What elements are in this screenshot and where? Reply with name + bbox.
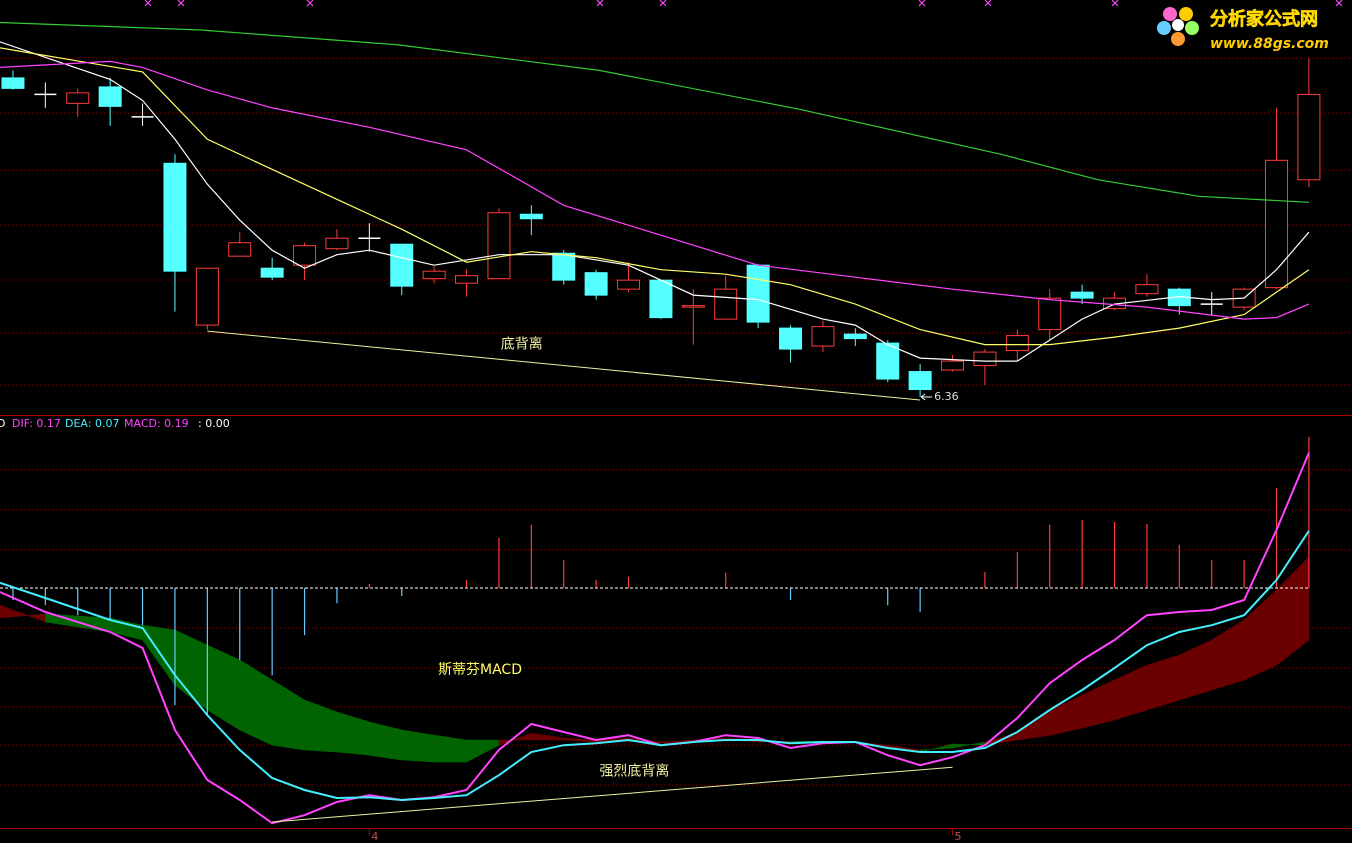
indicator-header: : 0.00 (198, 417, 230, 430)
moving-average (0, 47, 1310, 346)
top-markers (144, 0, 1343, 7)
moving-average (0, 41, 1310, 362)
watermark-logo: 分析家公式网 www.88gs.com (1157, 7, 1329, 52)
candle-body (1005, 335, 1029, 352)
arrow (920, 393, 933, 401)
candle-body (746, 264, 770, 323)
divergence-label: 强烈底背离 (599, 763, 669, 780)
divergence-label: 底背离 (501, 336, 543, 353)
indicator-title: 斯蒂芬MACD (438, 662, 522, 678)
candle-body (714, 288, 738, 320)
candle-body (584, 272, 608, 296)
legend-entry: DIF: 0.17 (12, 417, 61, 430)
indicator-line (0, 530, 1310, 802)
candle-body (163, 162, 187, 272)
grid-decoration (0, 57, 1352, 786)
divergence-line (272, 766, 953, 823)
candle-body (195, 267, 219, 326)
candle-body (98, 86, 122, 107)
candle-body (260, 267, 284, 278)
logo-petal (1157, 21, 1171, 35)
candle-body (325, 237, 349, 250)
candle-body (487, 212, 511, 280)
band-segment (401, 729, 435, 763)
candle-body (1297, 93, 1321, 181)
divergence-line (207, 330, 921, 401)
band-segment (1146, 654, 1180, 711)
x-tick-label: 5 (955, 830, 962, 843)
indicator-header: D (0, 417, 5, 430)
band-segment (1276, 556, 1310, 666)
logo-center (1172, 19, 1184, 31)
candle-body (649, 279, 673, 319)
candle-body (779, 327, 803, 350)
logo-petal (1179, 7, 1193, 21)
candle-body (455, 275, 479, 284)
moving-average (0, 21, 1309, 203)
candle-body (617, 279, 641, 290)
legend-entry: MACD: 0.19 (124, 417, 189, 430)
logo-petal (1163, 7, 1177, 21)
candle-body (519, 213, 543, 220)
candle-body (843, 333, 867, 340)
candle-body (1, 77, 25, 89)
candle-body (973, 351, 997, 367)
candle-body (1038, 297, 1062, 331)
moving-average (0, 60, 1310, 320)
candle-body (908, 371, 932, 391)
candle-body (811, 326, 835, 347)
candle-body (1135, 284, 1159, 295)
candle-body (66, 92, 90, 104)
logo-petal (1185, 21, 1199, 35)
x-tick-label: 4 (371, 830, 378, 843)
candle-body (1265, 159, 1289, 289)
legend-entry: DEA: 0.07 (65, 417, 119, 430)
watermark-url: www.88gs.com (1210, 36, 1329, 52)
candle-body (422, 270, 446, 280)
band-segment (433, 734, 467, 763)
candle-body (390, 243, 414, 287)
candle-body (876, 342, 900, 380)
low-price-label: 6.36 (934, 390, 959, 403)
candle-body (552, 252, 576, 281)
candle-body (293, 245, 317, 266)
watermark-title: 分析家公式网 (1210, 8, 1318, 30)
logo-petal (1171, 32, 1185, 46)
candle-body (1070, 291, 1094, 299)
candle-body (228, 242, 252, 257)
candle-body (681, 305, 705, 308)
candle-body (941, 360, 965, 371)
